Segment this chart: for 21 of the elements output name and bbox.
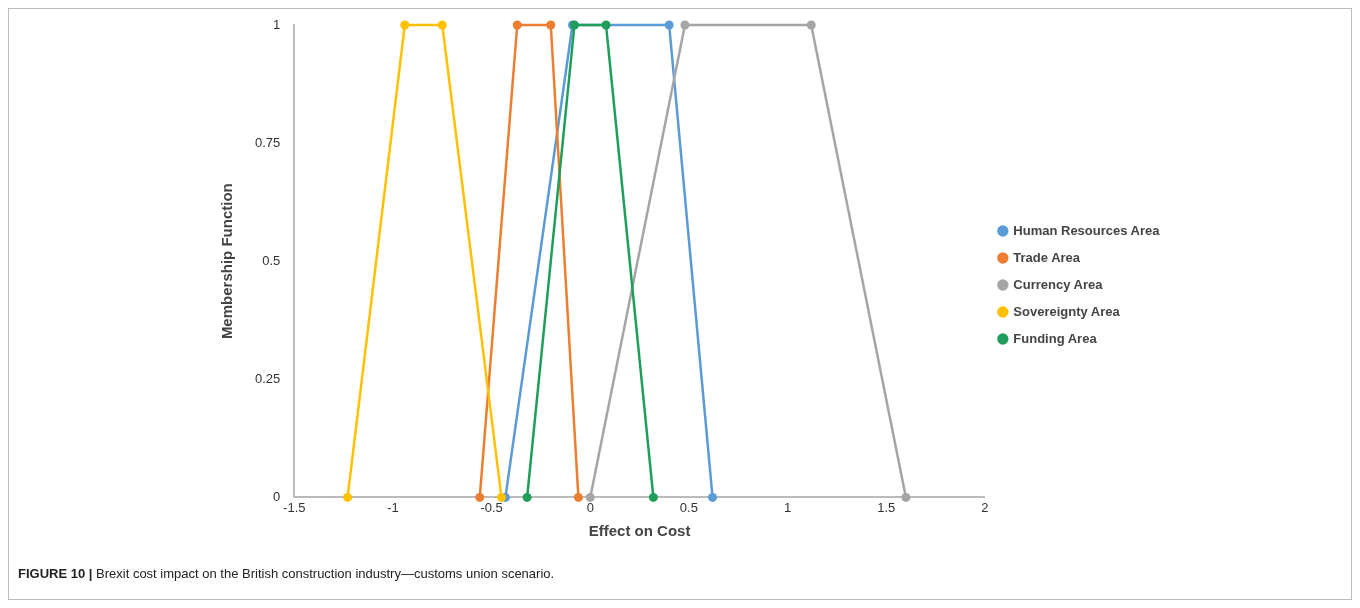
- x-tick-label: -1.5: [283, 499, 306, 515]
- y-tick-label: 1: [273, 16, 281, 32]
- x-tick-label: 2: [981, 499, 989, 515]
- x-tick-label: 0: [586, 499, 594, 515]
- legend-label: Human Resources Area: [1013, 222, 1161, 238]
- x-tick-label: 0.5: [679, 499, 698, 515]
- legend-label: Sovereignty Area: [1013, 303, 1121, 319]
- x-axis-title: Effect on Cost: [588, 522, 691, 540]
- x-tick-label: 1: [783, 499, 792, 515]
- y-axis-title: Membership Function: [218, 183, 236, 340]
- legend-label: Funding Area: [1013, 330, 1098, 346]
- y-tick-label: 0: [273, 488, 281, 504]
- x-tick-label: 1.5: [877, 499, 896, 515]
- x-tick-label: -1: [387, 499, 399, 515]
- caption: FIGURE 10 | Brexit cost impact on the British construction industry—customs union scenario.: [18, 566, 555, 581]
- legend-label: Trade Area: [1013, 249, 1081, 265]
- y-tick-label: 0.5: [262, 252, 281, 268]
- y-tick-label: 0.25: [254, 370, 281, 386]
- legend-label: Currency Area: [1013, 276, 1104, 292]
- y-tick-label: 0.75: [254, 134, 281, 150]
- x-tick-label: -0.5: [480, 499, 503, 515]
